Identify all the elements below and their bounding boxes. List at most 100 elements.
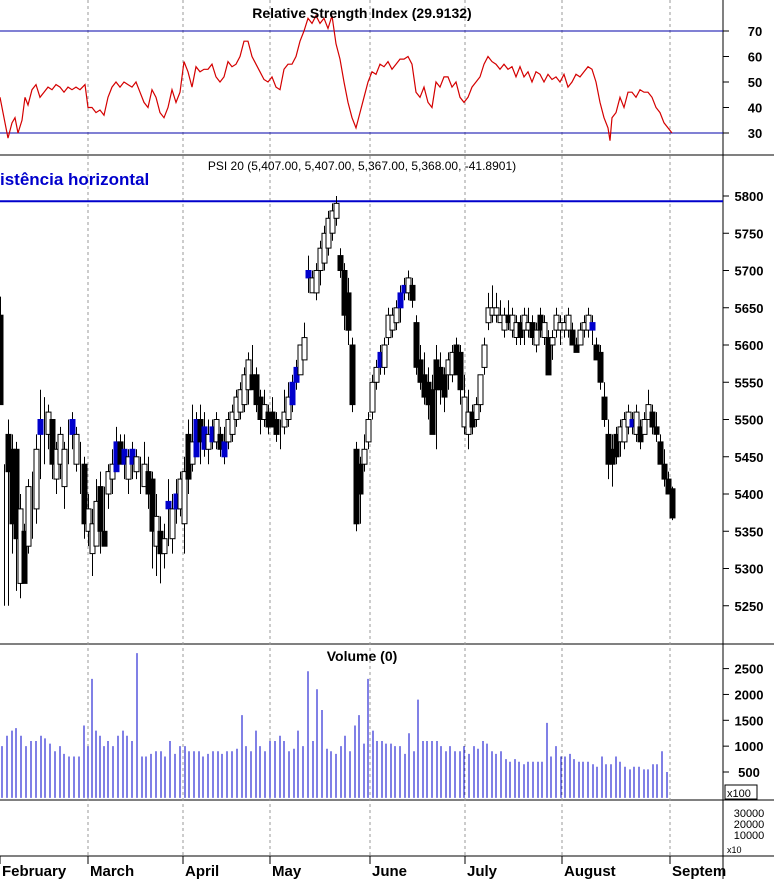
month-labels: February March April May June July August Septe… (0, 856, 726, 879)
lower-tick-label: 30000 (734, 808, 765, 820)
candle-body (0, 314, 4, 406)
price-tick-label: 5450 (735, 450, 764, 465)
candle-body (657, 441, 664, 465)
price-wicks (0, 196, 673, 606)
candle-body (621, 419, 628, 443)
volume-tick-label: 1500 (735, 713, 764, 728)
candle-body (301, 337, 308, 361)
candle-body (573, 344, 580, 353)
month-label: August (564, 863, 616, 879)
month-label: July (467, 863, 498, 879)
price-tick-label: 5800 (735, 189, 764, 204)
candle-body (413, 322, 420, 368)
candle-body (633, 411, 640, 435)
lower-tick-label: 10000 (734, 830, 765, 842)
candle-body (313, 270, 320, 294)
candle-body (589, 322, 596, 331)
candle-body (105, 471, 112, 495)
candle-body (665, 478, 672, 495)
candle-body (133, 456, 140, 473)
candle-body (221, 441, 228, 458)
candle-body (285, 396, 292, 421)
lower-unit-label: x10 (727, 845, 742, 855)
candle-body (669, 488, 676, 519)
candle-body (393, 307, 400, 324)
candle-body (149, 478, 156, 532)
candle-body (273, 419, 280, 435)
price-tick-label: 5750 (735, 226, 764, 241)
price-tick-label: 5600 (735, 338, 764, 353)
volume-axis: 2500 2000 1500 1000 500 (723, 662, 763, 780)
candle-body (213, 419, 220, 443)
month-gridlines (87, 0, 671, 856)
rsi-title: Relative Strength Index (29.9132) (252, 5, 471, 21)
price-tick-label: 5550 (735, 375, 764, 390)
rsi-axis: 70 60 50 40 30 (723, 24, 762, 141)
candle-body (361, 448, 368, 465)
candle-body (97, 486, 104, 532)
rsi-tick-label: 50 (748, 75, 762, 90)
volume-title: Volume (0) (327, 648, 398, 664)
month-label: May (272, 863, 302, 879)
price-axis: 5800 5750 5700 5650 5600 5550 5500 5450 5400 5350… (723, 189, 763, 614)
rsi-reference-lines (0, 30, 723, 134)
candle-body (373, 366, 380, 383)
volume-tick-label: 2000 (735, 687, 764, 702)
candle-body (409, 284, 416, 301)
candle-body (25, 486, 32, 547)
rsi-tick-label: 30 (748, 126, 762, 141)
resistance-annotation: istência horizontal (0, 170, 149, 189)
candle-body (329, 210, 336, 234)
rsi-tick-label: 40 (748, 101, 762, 116)
candle-body (493, 307, 500, 316)
candle-body (545, 337, 552, 376)
price-tick-label: 5700 (735, 264, 764, 279)
price-tick-label: 5250 (735, 599, 764, 614)
month-label: April (185, 863, 219, 879)
candle-body (641, 419, 648, 435)
rsi-series (0, 14, 673, 141)
candle-body (369, 381, 376, 413)
candle-body (73, 433, 80, 465)
candle-body (101, 530, 108, 547)
candle-body (365, 419, 372, 443)
candle-body (417, 359, 424, 383)
candle-body (13, 448, 20, 540)
candle-body (565, 314, 572, 331)
price-tick-label: 5650 (735, 301, 764, 316)
candle-body (333, 202, 340, 219)
candle-body (161, 538, 168, 555)
candle-body (381, 344, 388, 368)
candle-body (441, 374, 448, 398)
candle-body (181, 471, 188, 525)
month-label: February (2, 863, 67, 879)
price-title: PSI 20 (5,407.00, 5,407.00, 5,367.00, 5,… (208, 159, 516, 173)
volume-tick-label: 1000 (735, 739, 764, 754)
volume-bars (1, 653, 668, 798)
lower-tick-label: 20000 (734, 819, 765, 831)
candle-body (229, 411, 236, 435)
price-tick-label: 5350 (735, 524, 764, 539)
candle-body (569, 329, 576, 346)
candle-body (49, 419, 56, 465)
candle-body (253, 374, 260, 406)
candle-body (165, 500, 172, 510)
candle-body (125, 456, 132, 480)
candle-body (613, 433, 620, 458)
candle-body (37, 419, 44, 435)
candle-body (345, 292, 352, 331)
candle-body (577, 329, 584, 346)
price-tick-label: 5300 (735, 562, 764, 577)
rsi-tick-label: 60 (748, 50, 762, 65)
candle-body (397, 292, 404, 309)
candle-body (429, 389, 436, 435)
month-label: Septem (672, 863, 726, 879)
price-candles (0, 202, 676, 584)
candle-body (169, 508, 176, 540)
candle-body (289, 381, 296, 406)
candle-body (305, 270, 312, 279)
volume-tick-label: 500 (738, 765, 760, 780)
candle-body (81, 463, 88, 525)
